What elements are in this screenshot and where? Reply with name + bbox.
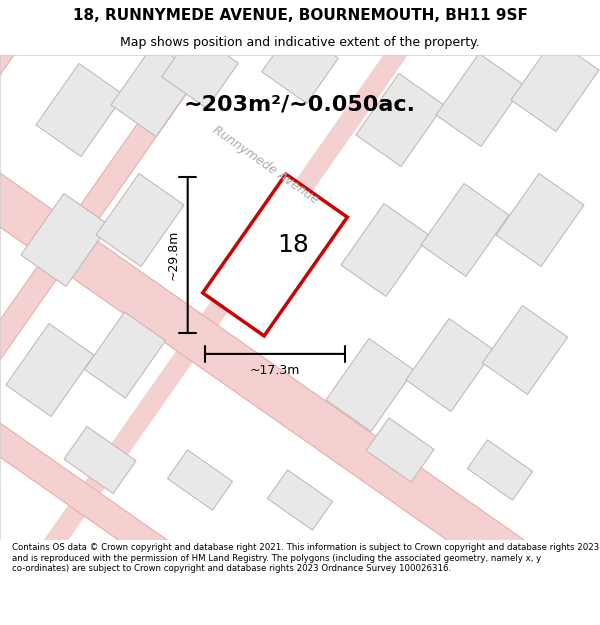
Polygon shape: [436, 54, 524, 146]
Polygon shape: [64, 426, 136, 494]
Text: ~17.3m: ~17.3m: [250, 364, 300, 377]
Polygon shape: [341, 204, 429, 296]
Polygon shape: [421, 184, 509, 276]
Polygon shape: [21, 194, 109, 286]
Polygon shape: [0, 173, 600, 625]
Text: Map shows position and indicative extent of the property.: Map shows position and indicative extent…: [120, 36, 480, 49]
Polygon shape: [326, 339, 414, 431]
Polygon shape: [406, 319, 494, 411]
Polygon shape: [467, 440, 533, 500]
Polygon shape: [356, 74, 444, 166]
Polygon shape: [482, 306, 568, 394]
Text: Runnymede Avenue: Runnymede Avenue: [209, 124, 320, 206]
Polygon shape: [268, 470, 332, 530]
Polygon shape: [366, 418, 434, 482]
Text: ~203m²/~0.050ac.: ~203m²/~0.050ac.: [184, 95, 416, 115]
Polygon shape: [96, 174, 184, 266]
Text: 18, RUNNYMEDE AVENUE, BOURNEMOUTH, BH11 9SF: 18, RUNNYMEDE AVENUE, BOURNEMOUTH, BH11 …: [73, 8, 527, 23]
Polygon shape: [85, 312, 166, 398]
Polygon shape: [0, 0, 600, 75]
Polygon shape: [0, 0, 600, 360]
Polygon shape: [6, 324, 94, 416]
Polygon shape: [36, 64, 124, 156]
Polygon shape: [511, 39, 599, 131]
Polygon shape: [167, 450, 233, 510]
Polygon shape: [0, 422, 600, 625]
Polygon shape: [262, 27, 338, 103]
Polygon shape: [161, 32, 238, 108]
Polygon shape: [203, 174, 347, 336]
Text: 18: 18: [277, 233, 309, 257]
Text: ~29.8m: ~29.8m: [167, 230, 179, 280]
Polygon shape: [496, 174, 584, 266]
Polygon shape: [111, 44, 199, 136]
Text: Contains OS data © Crown copyright and database right 2021. This information is : Contains OS data © Crown copyright and d…: [12, 543, 599, 573]
